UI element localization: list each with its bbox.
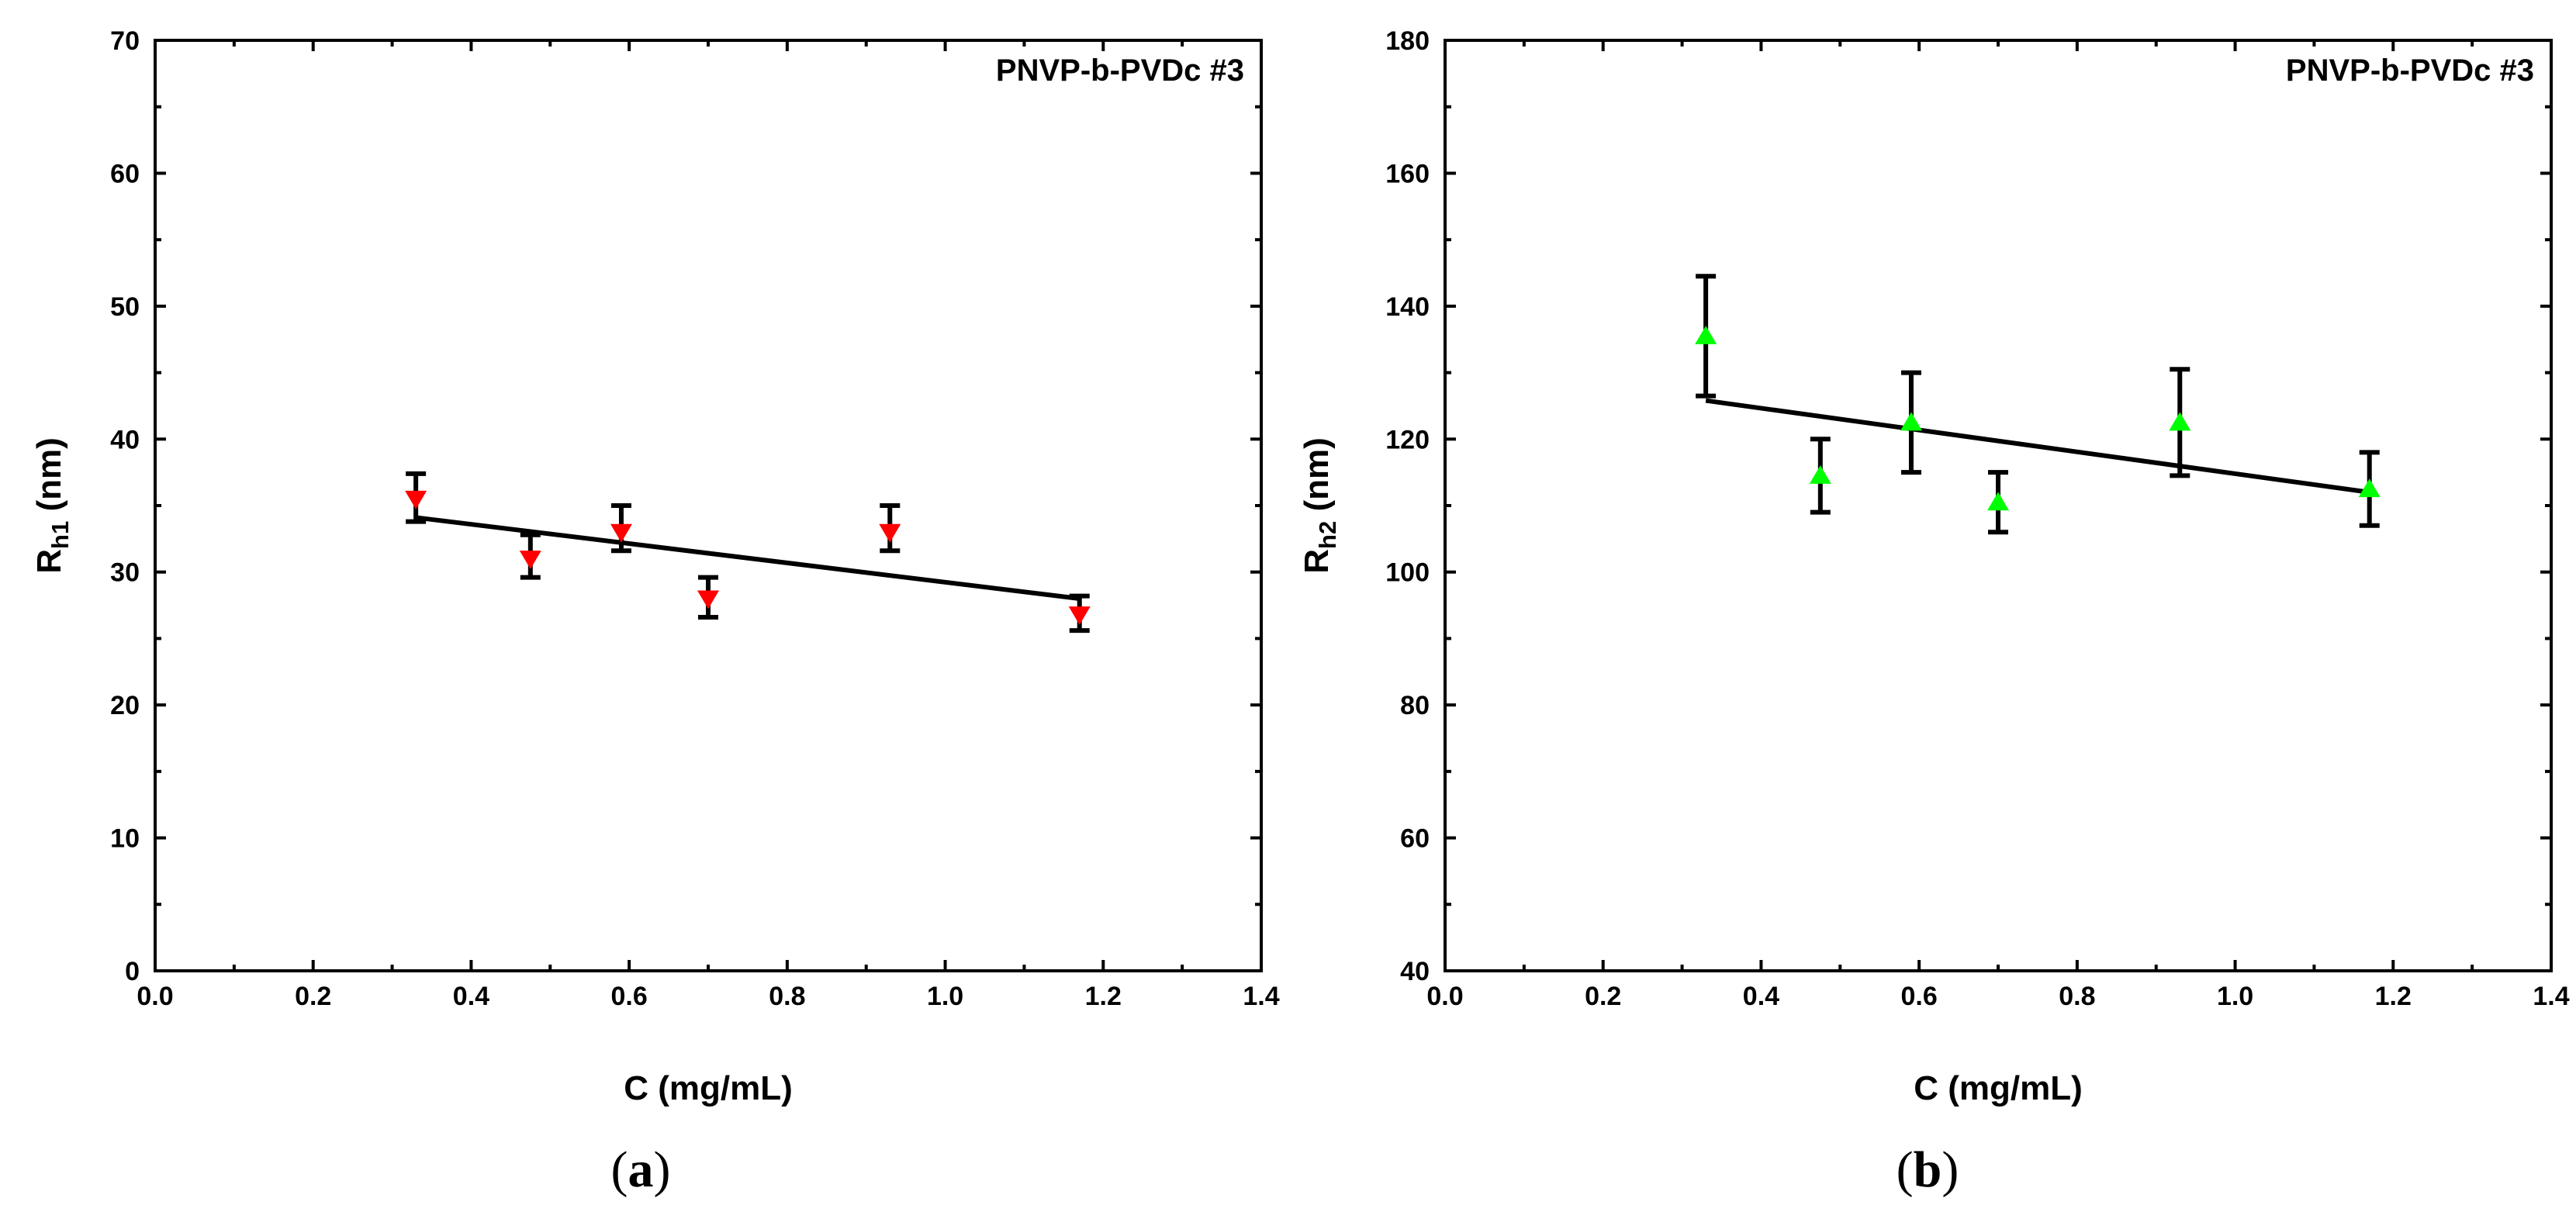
panel-b-y-axis-title-main: R [1298,549,1336,574]
panel-b-points [1695,326,2381,511]
panel-b-y-tick-label: 180 [1385,26,1430,56]
panel-b-x-tick-label: 0.8 [2059,982,2095,1011]
panel-a-plot-frame [154,39,1263,972]
panel-a-data-point [405,490,427,509]
panel-a-y-tick-label: 60 [110,159,140,188]
panel-b-caption-open: ( [1897,1141,1914,1198]
panel-a-x-tick-label: 0.6 [611,982,648,1011]
panel-b-x-tick-label: 0.2 [1585,982,1621,1011]
panel-a-caption-close: ) [654,1141,671,1198]
panel-b-x-tick-label: 1.2 [2375,982,2412,1011]
panel-b-y-tick-label: 100 [1385,558,1430,588]
panel-a-chart: 0.0 0.2 0.4 0.6 0.8 1.0 1.2 1.4010203040506070 … [30,26,1280,1198]
panel-a-data-point [519,551,541,569]
panel-b-chart: 0.0 0.2 0.4 0.6 0.8 1.0 1.2 1.4 40 60 80 100 120 140 1… [1298,26,2570,1198]
panel-b-x-tick-label: 1.4 [2533,982,2569,1011]
panel-a-caption: (a) [611,1141,671,1198]
panel-a-y-axis-title: Rh1 (nm) [30,437,74,574]
panel-a-x-tick-label: 1.0 [927,982,963,1011]
panel-b-data-point [2169,412,2191,431]
panel-a-data-point [610,523,632,543]
panel-a-x-tick-label: 1.2 [1085,982,1122,1011]
panel-a-fit-layer [415,515,1081,601]
panel-a-annotation: PNVP-b-PVDc #3 [996,54,1244,88]
panel-a-x-tick-label: 0.8 [769,982,805,1011]
panel-b-y-tick-label: 40 [1400,957,1430,986]
panel-a-y-tick-label: 20 [110,691,140,720]
panel-b-fit-line [1705,398,2370,495]
panel-a-points [405,490,1091,625]
panel-b-data-point [1809,465,1831,484]
panel-a-ticks: 0.0 0.2 0.4 0.6 0.8 1.0 1.2 1.4 0 10 20 30 40 50 60 70 [110,26,1280,1011]
panel-a-x-tick-label: 0.2 [295,982,331,1011]
panel-b-data-point [1987,492,2009,511]
panel-b-x-tick-label: 0.4 [1743,982,1779,1011]
panel-a-data-point [697,590,719,609]
panel-b-y-tick-label: 60 [1400,824,1430,854]
panel-a-x-tick-label: 0.0 [137,982,173,1011]
panel-a-y-tick-label: 30 [110,558,140,588]
panel-a-y-tick-label: 10 [110,824,140,854]
panel-b-x-tick-label: 1.0 [2217,982,2253,1011]
panel-b-y-tick-label: 140 [1385,292,1430,322]
panel-b-y-axis-title-unit: (nm) [1298,437,1336,521]
panel-b-data-point [1900,412,1922,431]
panel-a-caption-open: ( [611,1141,628,1198]
panel-b-fit-layer [1705,398,2370,495]
panel-a-data-point [879,523,901,543]
panel-b-annotation: PNVP-b-PVDc #3 [2286,54,2534,88]
panel-b-caption-close: ) [1942,1141,1959,1198]
panel-a-y-tick-label: 0 [125,957,140,986]
panel-b-caption-letter: b [1914,1141,1942,1198]
panel-b-y-axis-title-sub: h2 [1314,521,1341,549]
panel-b-x-axis-title: C (mg/mL) [1914,1069,2083,1107]
panel-a-data-point [1068,606,1091,625]
panel-a-y-axis-title-main: R [30,549,68,574]
panel-b-data-point [1695,326,1717,344]
panel-b-data-point [2358,478,2381,498]
panel-a-caption-letter: a [628,1141,654,1198]
panel-b-y-tick-label: 80 [1400,691,1430,720]
panel-b-y-tick-label: 160 [1385,159,1430,188]
panel-b-plot-frame [1444,39,2553,972]
panel-a-x-axis-title: C (mg/mL) [624,1069,793,1107]
panel-b-caption: (b) [1897,1141,1959,1198]
panel-a-y-axis-title-unit: (nm) [30,437,68,521]
panel-a-errorbars [406,471,1090,634]
panel-b-x-tick-label: 0.0 [1426,982,1463,1011]
panel-a-x-tick-label: 1.4 [1243,982,1279,1011]
panel-b-y-tick-label: 120 [1385,425,1430,454]
panel-a-y-tick-label: 70 [110,26,140,56]
panel-b-ticks: 0.0 0.2 0.4 0.6 0.8 1.0 1.2 1.4 40 60 80 100 120 140 1… [1385,26,2569,1011]
panel-a-y-tick-label: 40 [110,425,140,454]
panel-b-x-tick-label: 0.6 [1901,982,1938,1011]
panel-a-y-tick-label: 50 [110,292,140,322]
panel-a-fit-line [415,515,1081,601]
panel-a-x-tick-label: 0.4 [453,982,489,1011]
panel-b-y-axis-title: Rh2 (nm) [1298,437,1341,574]
panel-a-y-axis-title-sub: h1 [47,521,74,549]
panel-b-errorbars [1696,274,2380,535]
